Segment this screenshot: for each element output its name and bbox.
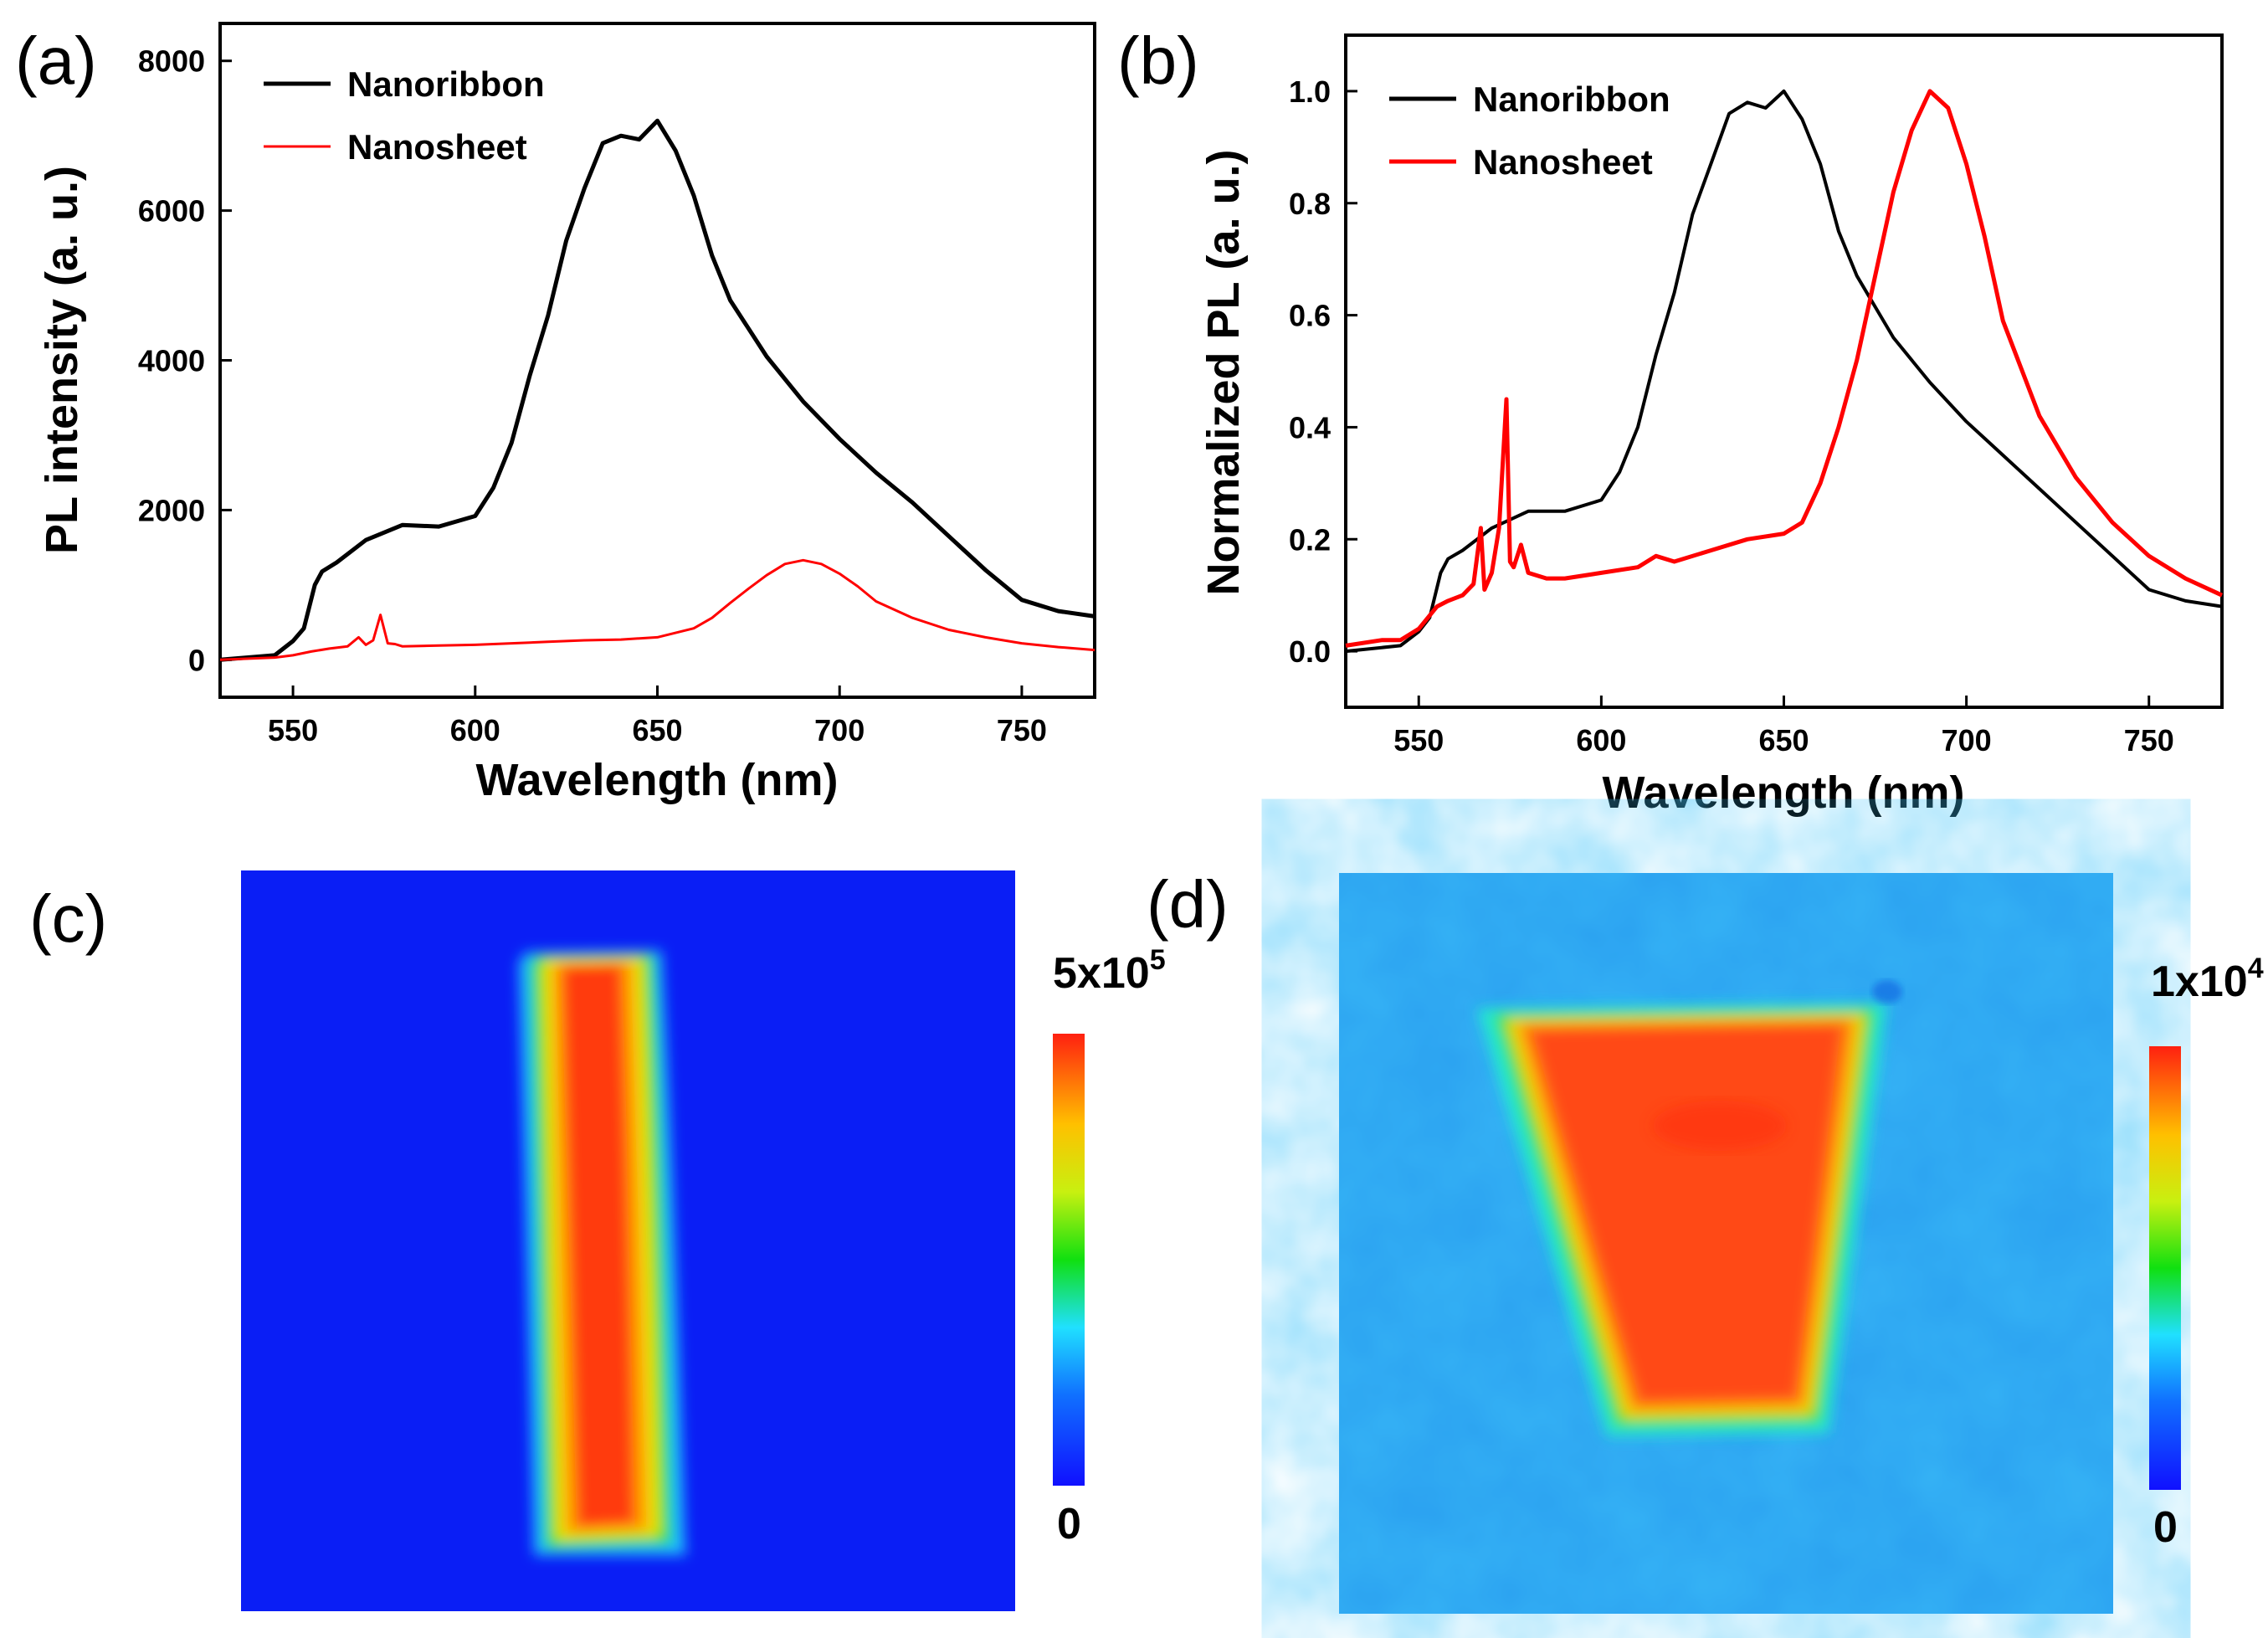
chart-b-ytick-label: 1.0	[1289, 74, 1331, 109]
chart-b-xtick-label: 650	[1758, 723, 1809, 757]
chart-a-ytick-label: 6000	[138, 194, 205, 228]
panel-label-b: (b)	[1117, 23, 1199, 98]
chart-a-legend-nanosheet: Nanosheet	[347, 127, 527, 167]
map-d-colorbar-min: 0	[2153, 1503, 2178, 1552]
chart-a-xtick-label: 600	[450, 713, 500, 747]
map-c-colorbar-gradient	[1053, 1034, 1085, 1486]
chart-a: 550 600 650 700 750 0 2000 4000 6000 8000 Wavelen…	[37, 22, 1096, 805]
chart-b-ytick-label: 0.0	[1289, 634, 1331, 669]
chart-a-xtick-label: 750	[997, 713, 1047, 747]
panel-label-c: (c)	[29, 881, 107, 956]
chart-b-ytick-label: 0.8	[1289, 187, 1331, 221]
chart-a-series-nanoribbon	[219, 118, 1096, 662]
chart-b-xtick-label: 550	[1393, 723, 1444, 757]
map-d-colorbar-max: 1x104	[2151, 953, 2264, 1006]
chart-b-series-nanoribbon	[1345, 89, 2223, 654]
map-c-ribbon	[519, 951, 686, 1555]
chart-b-xlabel: Wavelength (nm)	[1602, 768, 1964, 818]
chart-a-xlabel: Wavelength (nm)	[475, 755, 838, 805]
chart-b-series-nanosheet	[1345, 89, 2224, 648]
chart-a-xtick-label: 550	[268, 713, 318, 747]
map-d-hotspot	[1653, 1101, 1787, 1151]
chart-a-legend-nanoribbon: Nanoribbon	[347, 64, 545, 104]
chart-b-ytick-label: 0.2	[1289, 522, 1331, 557]
chart-b-ytick-label: 0.6	[1289, 299, 1331, 333]
pl-map-d	[1339, 873, 2113, 1614]
map-c-colorbar-max: 5x105	[1053, 944, 1166, 998]
chart-a-xtick-label: 700	[814, 713, 865, 747]
map-d-flake	[1477, 1003, 1887, 1436]
chart-a-ylabel: PL intensity (a. u.)	[37, 166, 87, 554]
map-c-colorbar: 5x105 0	[1053, 944, 1166, 1548]
chart-a-ytick-label: 0	[188, 643, 205, 677]
chart-a-xtick-label: 650	[632, 713, 682, 747]
chart-b-legend-nanosheet: Nanosheet	[1473, 142, 1653, 182]
panel-label-a: (a)	[15, 23, 97, 98]
map-d-colorbar: 1x104 0	[2149, 953, 2264, 1552]
panel-label-d: (d)	[1147, 867, 1229, 942]
chart-b: 550 600 650 700 750 0.0 0.2 0.4 0.6 0.8 1.0 Wavele…	[1198, 33, 2224, 818]
chart-a-series-nanosheet	[219, 558, 1096, 661]
chart-a-ytick-label: 2000	[138, 493, 205, 527]
map-d-colorbar-gradient	[2149, 1046, 2181, 1490]
chart-a-ytick-label: 4000	[138, 344, 205, 378]
chart-b-xtick-label: 750	[2124, 723, 2174, 757]
chart-b-ytick-label: 0.4	[1289, 410, 1331, 444]
chart-b-frame	[1344, 33, 2224, 709]
chart-b-legend-nanoribbon: Nanoribbon	[1473, 80, 1670, 119]
chart-b-xtick-label: 700	[1942, 723, 1992, 757]
map-c-colorbar-min: 0	[1057, 1500, 1081, 1548]
chart-b-ylabel: Normalized PL (a. u.)	[1198, 149, 1249, 595]
chart-b-xtick-label: 600	[1576, 723, 1626, 757]
map-d-dark-spot	[1872, 980, 1902, 1004]
chart-a-ytick-label: 8000	[138, 44, 205, 79]
pl-map-c	[241, 870, 1015, 1611]
